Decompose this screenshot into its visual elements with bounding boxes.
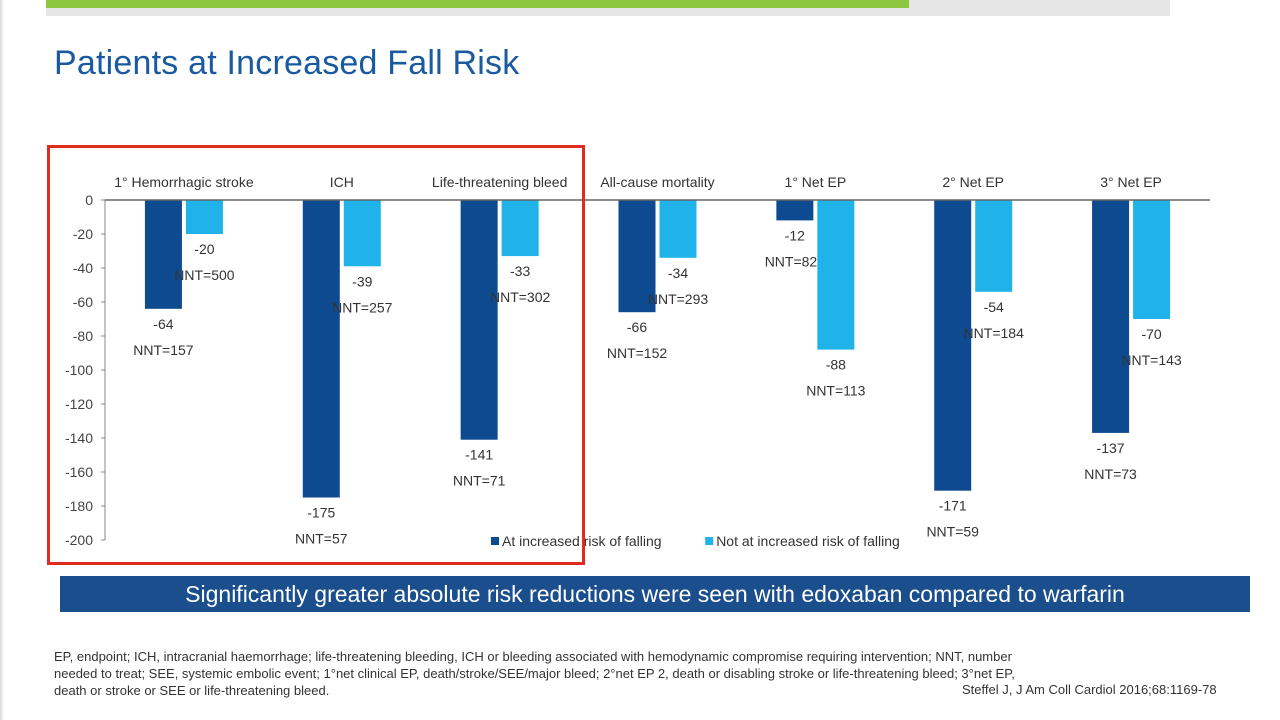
data-label: -137 <box>1097 440 1125 456</box>
nnt-label: NNT=257 <box>332 299 393 315</box>
nnt-label: NNT=184 <box>964 325 1025 341</box>
category-label: 3° Net EP <box>1100 174 1162 190</box>
data-label: -88 <box>826 357 846 373</box>
nnt-label: NNT=57 <box>295 531 348 547</box>
highlight-box <box>47 145 585 565</box>
nnt-label: NNT=302 <box>490 289 551 305</box>
nnt-label: NNT=157 <box>133 342 194 358</box>
y-tick-label: -100 <box>65 362 93 378</box>
y-tick-label: -80 <box>73 328 93 344</box>
data-label: -70 <box>1141 326 1161 342</box>
legend-label: Not at increased risk of falling <box>716 533 900 549</box>
bar-not-at-risk <box>975 200 1013 292</box>
top-bar-accent <box>46 0 909 8</box>
y-tick-label: -40 <box>73 260 93 276</box>
category-label: ICH <box>330 174 354 190</box>
data-label: -33 <box>510 263 530 279</box>
category-label: 2° Net EP <box>942 174 1004 190</box>
bar-at-risk <box>460 200 498 440</box>
legend-swatch <box>491 537 499 545</box>
y-tick-label: -140 <box>65 430 93 446</box>
bar-at-risk <box>1092 200 1130 433</box>
nnt-label: NNT=73 <box>1084 466 1137 482</box>
y-tick-label: -120 <box>65 396 93 412</box>
nnt-label: NNT=500 <box>174 267 235 283</box>
bar-not-at-risk <box>185 200 223 234</box>
bar-at-risk <box>618 200 656 313</box>
footnote: EP, endpoint; ICH, intracranial haemorrh… <box>54 649 1015 698</box>
slide-title: Patients at Increased Fall Risk <box>54 44 520 82</box>
y-tick-label: -180 <box>65 498 93 514</box>
nnt-label: NNT=59 <box>926 524 979 540</box>
nnt-label: NNT=823 <box>765 253 826 269</box>
category-label: All-cause mortality <box>600 174 714 190</box>
bar-chart: 0 -20 -40 -60 -80 -100 -120 -140 -160 -180 -200 1° … <box>65 174 1210 549</box>
data-label: -64 <box>153 316 173 332</box>
bar-not-at-risk <box>659 200 697 258</box>
y-tick-label: -200 <box>65 532 93 548</box>
nnt-label: NNT=113 <box>806 383 865 399</box>
bar-not-at-risk <box>343 200 381 267</box>
data-label: -54 <box>984 299 1004 315</box>
data-label: -141 <box>465 447 493 463</box>
data-label: -66 <box>627 319 647 335</box>
legend-label: At increased risk of falling <box>502 533 662 549</box>
bar-not-at-risk <box>1133 200 1171 319</box>
legend-swatch <box>705 537 714 545</box>
conclusion-banner: Significantly greater absolute risk redu… <box>60 576 1250 612</box>
y-tick-label: -20 <box>73 226 93 242</box>
bar-at-risk <box>776 200 814 221</box>
category-label: 1° Hemorrhagic stroke <box>114 174 254 190</box>
nnt-label: NNT=152 <box>607 345 668 361</box>
slide-left-edge <box>0 0 4 720</box>
citation: Steffel J, J Am Coll Cardiol 2016;68:116… <box>962 682 1217 697</box>
bar-not-at-risk <box>501 200 539 257</box>
data-label: -171 <box>939 498 967 514</box>
y-tick-label: -60 <box>73 294 93 310</box>
data-label: -175 <box>307 505 335 521</box>
data-label: -34 <box>668 265 688 281</box>
bar-at-risk <box>144 200 182 309</box>
bar-not-at-risk <box>817 200 855 350</box>
nnt-label: NNT=143 <box>1121 352 1182 368</box>
category-label: Life-threatening bleed <box>432 174 567 190</box>
nnt-label: NNT=71 <box>453 473 506 489</box>
category-label: 1° Net EP <box>785 174 847 190</box>
y-tick-label: -160 <box>65 464 93 480</box>
nnt-label: NNT=293 <box>648 291 709 307</box>
data-label: -12 <box>785 227 805 243</box>
bar-at-risk <box>302 200 340 498</box>
y-tick-label: 0 <box>85 192 93 208</box>
data-label: -39 <box>352 273 372 289</box>
data-label: -20 <box>194 241 214 257</box>
bar-at-risk <box>934 200 972 491</box>
